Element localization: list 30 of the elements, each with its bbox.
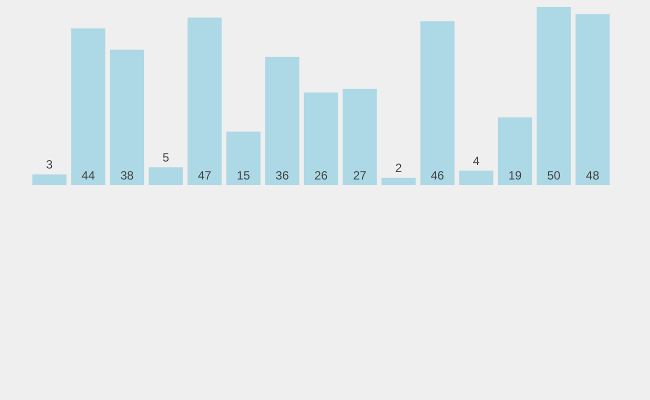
- bar: [71, 28, 106, 185]
- data-label: 44: [82, 168, 96, 182]
- bar: [576, 14, 610, 185]
- data-label: 38: [120, 168, 134, 182]
- data-label: 26: [314, 168, 328, 182]
- bar: [32, 174, 66, 185]
- bar: [382, 178, 416, 185]
- bar: [342, 88, 377, 185]
- data-label: 2: [395, 161, 402, 176]
- data-label: 46: [430, 168, 444, 182]
- bar: [265, 56, 300, 185]
- data-label: 15: [236, 168, 250, 182]
- data-label: 50: [547, 168, 561, 182]
- bar: [536, 7, 571, 185]
- data-label: 19: [508, 168, 522, 182]
- bar: [420, 21, 454, 185]
- data-label: 48: [586, 168, 600, 182]
- data-label: 4: [472, 154, 480, 168]
- bar: [110, 50, 144, 185]
- data-label: 3: [46, 158, 54, 172]
- data-label: 47: [198, 168, 212, 182]
- bar: [148, 167, 183, 185]
- bar: [304, 92, 338, 185]
- bar: [226, 132, 260, 185]
- bar: [498, 117, 532, 185]
- data-label: 27: [353, 168, 367, 182]
- data-label: 5: [162, 150, 170, 165]
- data-label: 36: [276, 168, 290, 182]
- bar: [459, 170, 494, 185]
- bar: [188, 18, 222, 185]
